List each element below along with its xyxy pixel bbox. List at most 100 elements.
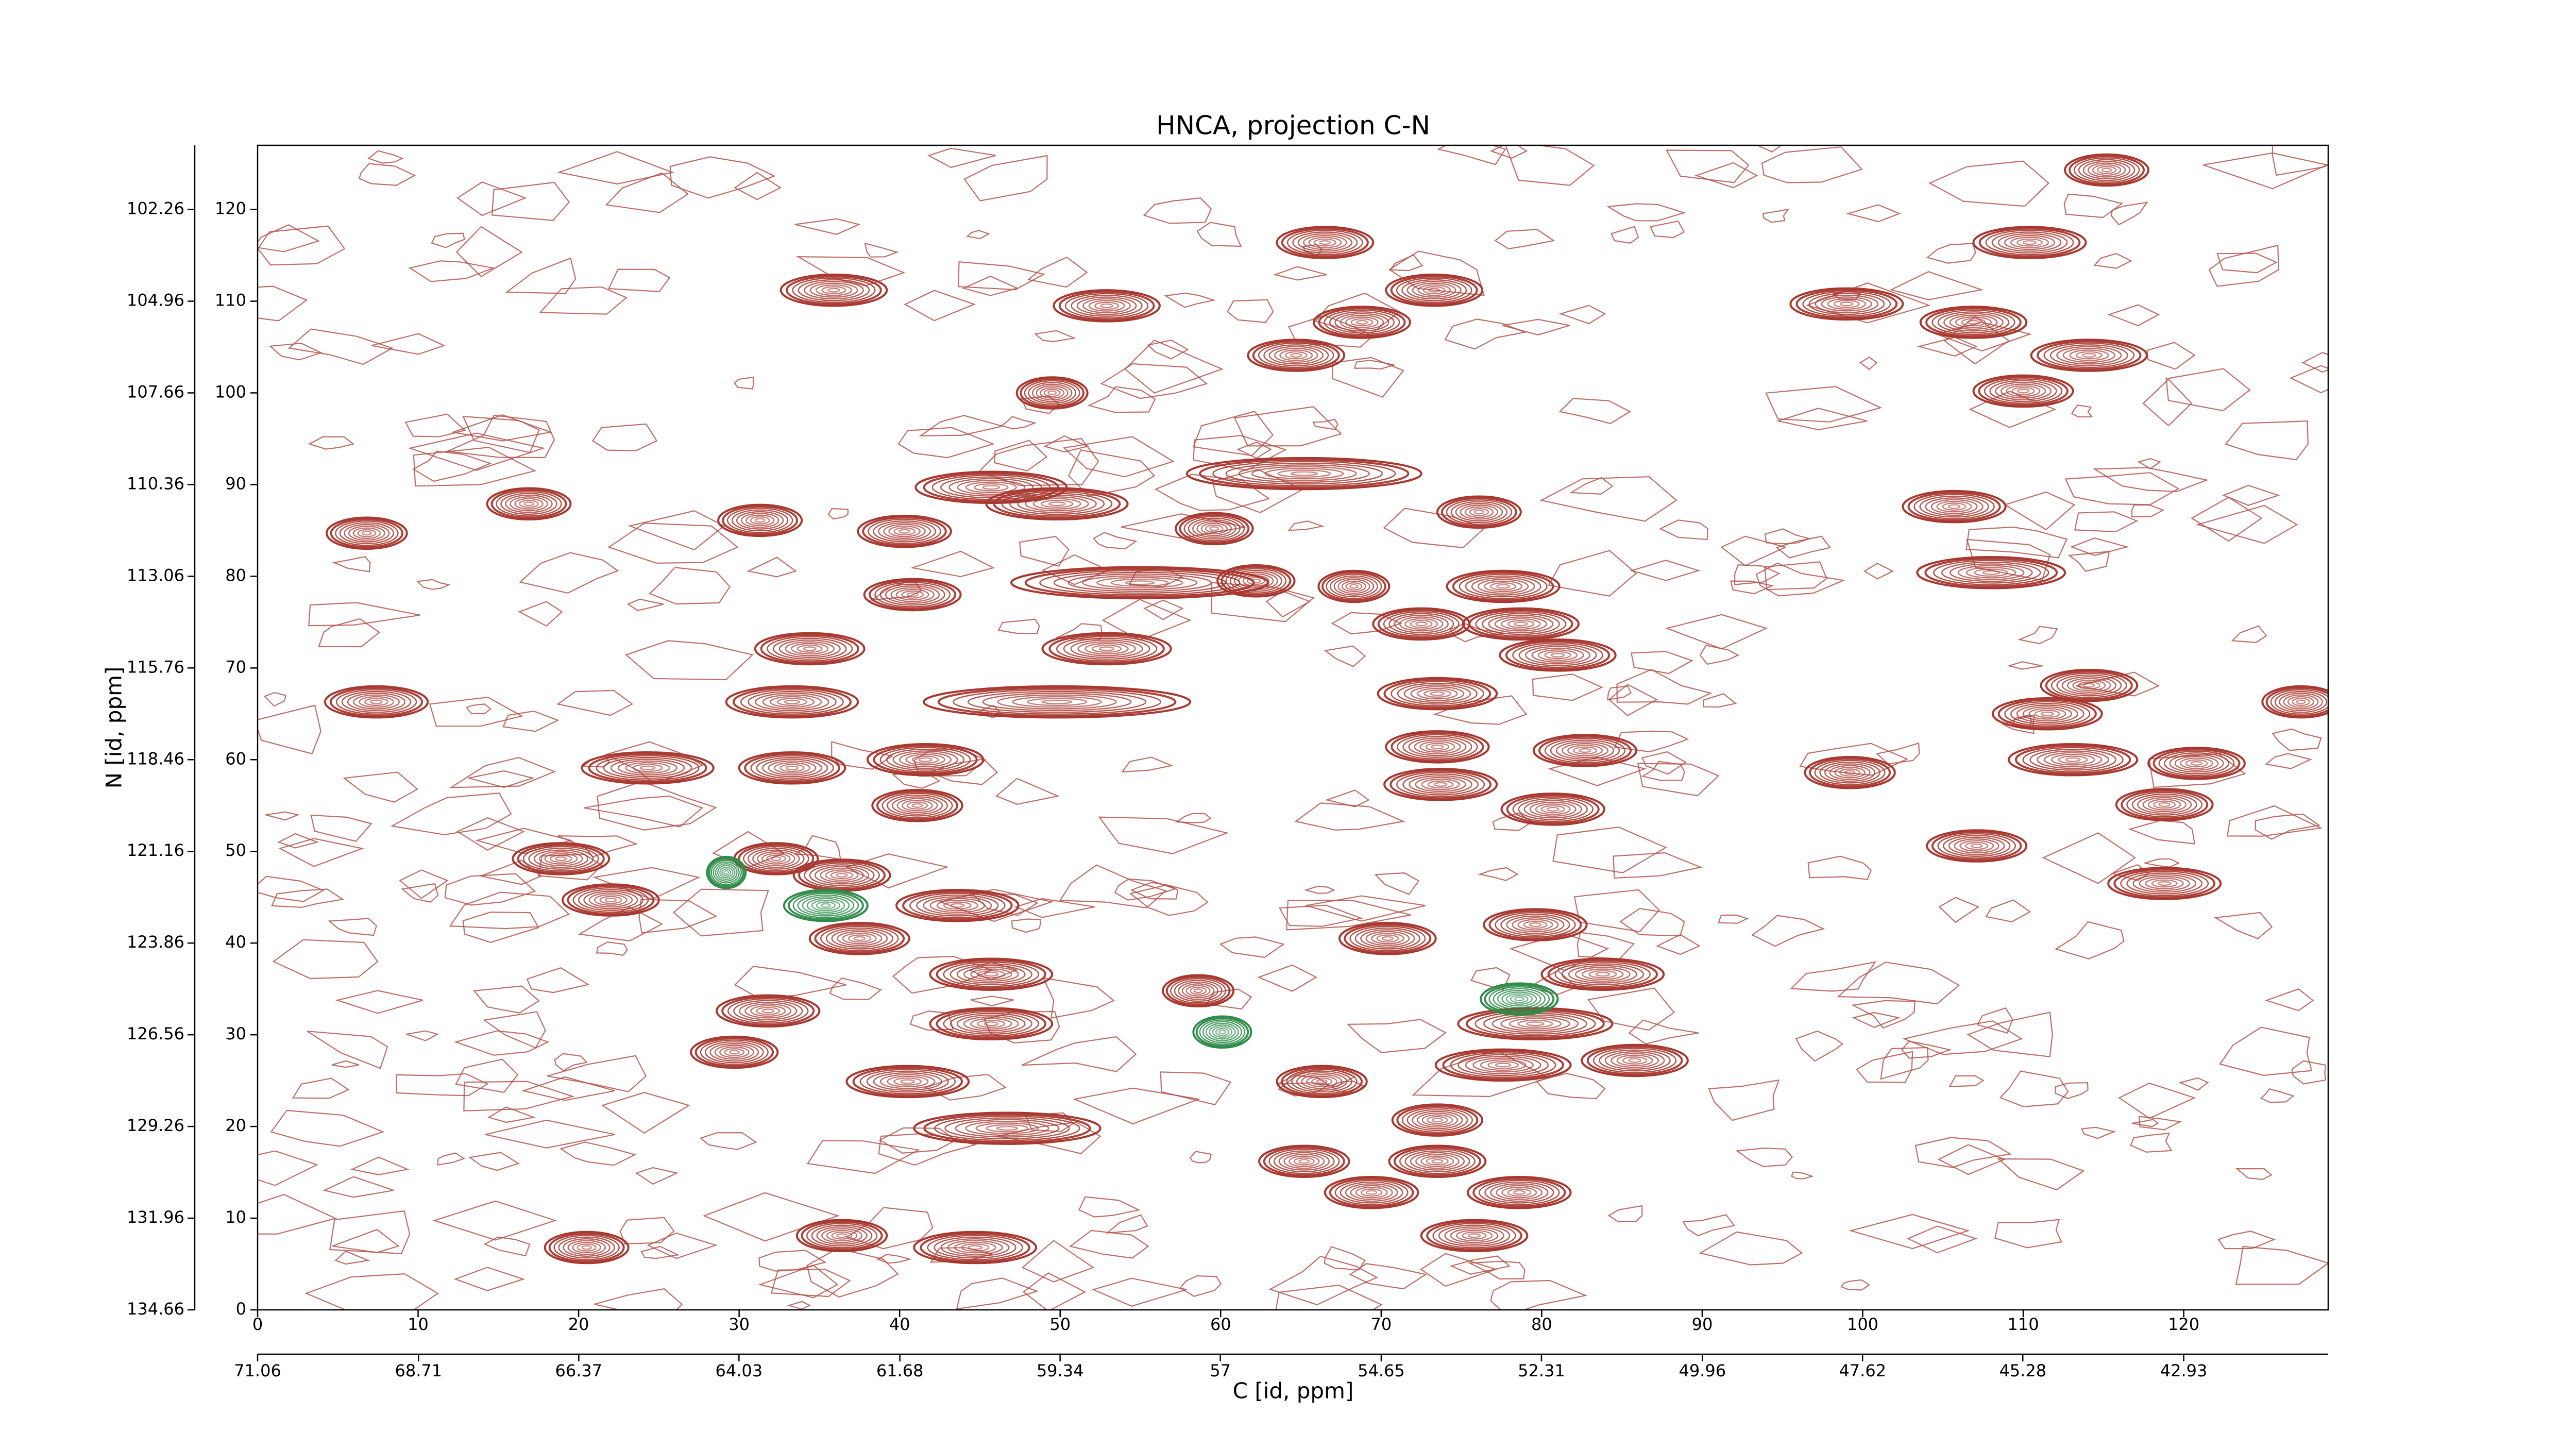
contour-ring [768,760,817,776]
contour-ring [1399,616,1444,632]
peak [2008,743,2139,777]
noise-contour [1072,1087,1201,1125]
noise-contour [519,552,619,594]
contour-ring [2151,879,2178,888]
noise-contour [1303,885,1336,894]
contour-ring [769,696,815,708]
noise-contour [1000,416,1037,430]
peak [1483,908,1588,941]
contour-ring [1025,496,1089,512]
peak [929,957,1054,991]
peak [1972,374,2074,408]
contour-ring [2043,342,2135,368]
contour-ring [1507,619,1535,628]
contour-ring [1399,1148,1476,1174]
contour-ring [2145,878,2184,889]
contour-ring [1377,677,1498,711]
noise-contour [399,869,449,899]
contour-ring [1264,467,1344,480]
noise-contour [1091,1277,1187,1307]
contour-ring [716,994,821,1028]
contour-ring [717,503,803,537]
noise-contour [1699,645,1739,665]
noise-contour [1433,695,1528,725]
y2-tick-label: 131.96 [127,1207,184,1227]
noise-contour [1851,1000,1916,1029]
contour-ring [1297,233,1352,252]
contour-ring [1225,568,1287,594]
contour-ring [821,1228,863,1243]
contour-ring [2014,745,2131,775]
contour-ring [1622,1056,1648,1065]
noise-contour [962,275,1019,296]
contour-ring [1417,687,1458,700]
contour-ring [357,529,377,537]
contour-ring [1125,580,1155,585]
contour-ring [1514,621,1528,627]
contour-ring [2190,761,2203,766]
contour-ring [893,1077,922,1086]
contour-ring [1941,561,2041,584]
contour-ring [1933,560,2049,585]
contour-ring [1360,1188,1383,1197]
noise-contour [1755,562,1846,597]
contour-ring [1574,967,1631,982]
noise-contour [1121,756,1174,773]
contour-ring [1588,970,1617,979]
noise-contour [619,1217,675,1245]
noise-contour [431,232,465,248]
contour-ring [1985,229,2074,256]
contour-ring [984,972,999,977]
contour-ring [2083,683,2095,688]
contour-ring [1009,493,1105,515]
noise-contour [258,285,308,322]
contour-ring [975,1122,1039,1134]
contour-ring [936,899,979,912]
noise-contour [2118,1082,2196,1119]
contour-ring [1317,569,1391,603]
contour-ring [1789,287,1904,321]
contour-ring [1550,652,1565,658]
contour-ring [1350,318,1374,327]
contour-ring [2158,750,2235,777]
noise-contour [1042,977,1115,1019]
contour-ring [1427,1116,1448,1124]
noise-contour [2260,1088,2295,1103]
x2-tick-label: 47.62 [1839,1361,1886,1380]
noise-contour [1143,197,1212,224]
contour-ring [806,898,845,913]
noise-contour [1121,513,1246,539]
noise-contour [323,1176,394,1198]
contour-ring [804,281,864,300]
contour-ring [1311,1077,1333,1086]
noise-contour [2131,504,2165,518]
contour-ring [767,636,853,662]
contour-ring [1989,380,2057,402]
peak [922,685,1192,719]
noise-contour [995,778,1060,805]
contour-ring [1205,524,1224,533]
contour-ring [1512,796,1594,822]
contour-ring [2078,159,2136,181]
x-tick-label: 90 [1692,1315,1713,1334]
noise-contour [462,912,540,943]
y2-tick-label: 118.46 [127,749,184,768]
noise-contour [963,155,1048,201]
noise-contour [591,423,658,451]
contour-ring [1303,234,1347,250]
noise-contour [1699,1231,1803,1266]
contour-ring [1258,342,1334,368]
contour-ring [1216,564,1296,598]
contour-ring [700,1039,769,1065]
contour-ring [1412,282,1456,298]
contour-ring [1242,575,1269,587]
noise-contour [2227,805,2323,837]
contour-ring [1383,611,1460,637]
peak [1338,922,1437,955]
contour-ring [893,527,916,536]
noise-contour [1751,915,1825,947]
contour-ring [1334,313,1389,332]
contour-ring [1937,833,2016,859]
contour-ring [690,1035,779,1069]
noise-contour [468,1152,520,1171]
